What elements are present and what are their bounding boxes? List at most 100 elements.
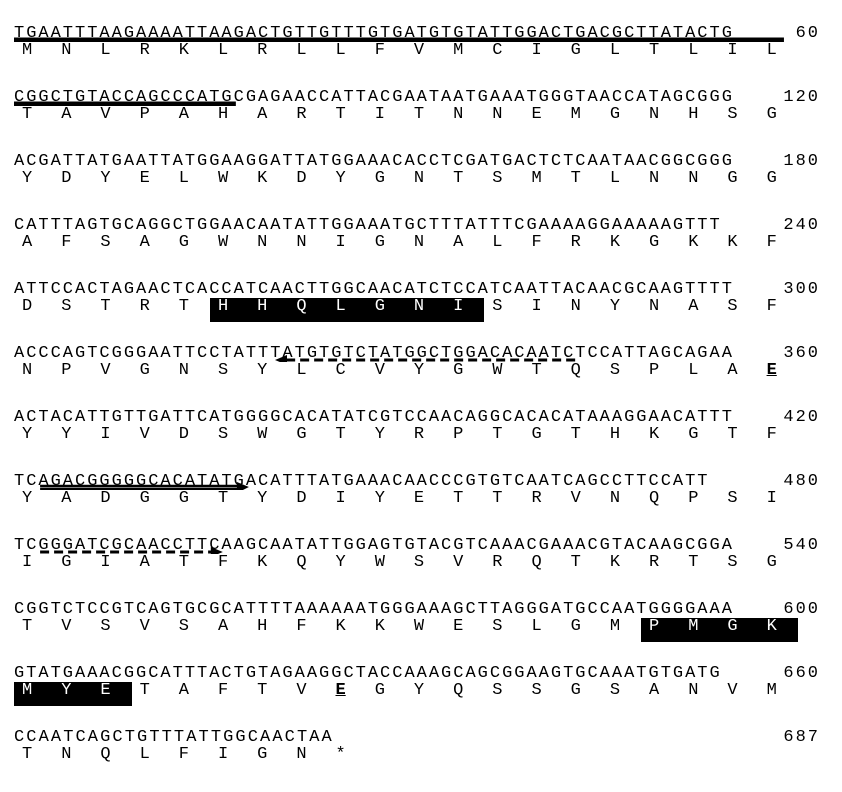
amino-acid: I xyxy=(92,426,131,450)
amino-acid: G xyxy=(367,298,406,322)
amino-acid: R xyxy=(132,42,171,66)
amino-acid: F xyxy=(759,234,798,258)
amino-acid: V xyxy=(367,362,406,386)
amino-acid: R xyxy=(484,554,523,578)
amino-acid: I xyxy=(759,490,798,514)
amino-acid: C xyxy=(484,42,523,66)
amino-acid: D xyxy=(53,170,92,194)
amino-acid: T xyxy=(14,746,53,770)
amino-acid: N xyxy=(406,298,445,322)
amino-acid: S xyxy=(602,682,641,706)
nucleotide-sequence: CATTTAGTGCAGGCTGGAACAATATTGGAAATGCTTTATT… xyxy=(14,217,722,234)
amino-acid: Q xyxy=(641,490,680,514)
amino-acid: K xyxy=(171,42,210,66)
amino-acid: G xyxy=(680,426,719,450)
amino-acid: N xyxy=(641,106,680,130)
amino-acid: S xyxy=(719,554,758,578)
amino-acid: E xyxy=(759,362,798,386)
amino-acid: E xyxy=(92,682,131,706)
amino-acid: Y xyxy=(367,490,406,514)
amino-acid: M xyxy=(14,42,53,66)
amino-acid-line: YADGGTYDIYETTRVNQPSI xyxy=(14,490,828,514)
amino-acid: Y xyxy=(92,170,131,194)
amino-acid: G xyxy=(288,426,327,450)
nucleotide-line: TCGGGATCGCAACCTTCAAGCAATATTGGAGTGTACGTCA… xyxy=(14,524,828,554)
amino-acid: Q xyxy=(445,682,484,706)
nucleotide-sequence: GTATGAAACGGCATTTACTGTAGAAGGCTACCAAAGCAGC… xyxy=(14,665,722,682)
amino-acid: E xyxy=(328,682,367,706)
amino-acid: T xyxy=(563,426,602,450)
amino-acid: T xyxy=(406,106,445,130)
amino-acid: Q xyxy=(563,362,602,386)
amino-acid: K xyxy=(602,554,641,578)
amino-acid: G xyxy=(132,362,171,386)
amino-acid: T xyxy=(484,490,523,514)
amino-acid: G xyxy=(563,618,602,642)
amino-acid: K xyxy=(249,170,288,194)
amino-acid: F xyxy=(53,234,92,258)
amino-acid: T xyxy=(563,170,602,194)
amino-acid: Q xyxy=(288,554,327,578)
amino-acid: I xyxy=(367,106,406,130)
amino-acid: G xyxy=(719,618,758,642)
amino-acid: F xyxy=(523,234,562,258)
amino-acid: Q xyxy=(288,298,327,322)
amino-acid: R xyxy=(406,426,445,450)
amino-acid: H xyxy=(249,298,288,322)
nucleotide-sequence: ACGATTATGAATTATGGAAGGATTATGGAAACACCTCGAT… xyxy=(14,153,734,170)
amino-acid: K xyxy=(641,426,680,450)
amino-acid: N xyxy=(171,362,210,386)
amino-acid: T xyxy=(210,490,249,514)
amino-acid: H xyxy=(680,106,719,130)
amino-acid: M xyxy=(602,618,641,642)
amino-acid: K xyxy=(759,618,798,642)
amino-acid: L xyxy=(759,42,798,66)
amino-acid: A xyxy=(132,554,171,578)
amino-acid: L xyxy=(680,42,719,66)
amino-acid: V xyxy=(563,490,602,514)
amino-acid: K xyxy=(602,234,641,258)
amino-acid: T xyxy=(641,42,680,66)
amino-acid: N xyxy=(288,234,327,258)
amino-acid: I xyxy=(92,554,131,578)
amino-acid: W xyxy=(484,362,523,386)
amino-acid: G xyxy=(759,170,798,194)
amino-acid: D xyxy=(14,298,53,322)
amino-acid: Y xyxy=(602,298,641,322)
amino-acid: E xyxy=(523,106,562,130)
amino-acid-line: DSTRTHHQLGNISINYNASF xyxy=(14,298,828,322)
amino-acid: T xyxy=(680,554,719,578)
amino-acid: D xyxy=(288,490,327,514)
amino-acid: W xyxy=(367,554,406,578)
amino-acid: Y xyxy=(328,170,367,194)
amino-acid: T xyxy=(719,426,758,450)
amino-acid: F xyxy=(367,42,406,66)
amino-acid: E xyxy=(132,170,171,194)
amino-acid: Y xyxy=(249,490,288,514)
amino-acid: W xyxy=(249,426,288,450)
amino-acid-line: TVSVSAHFKKWESLGMPMGK xyxy=(14,618,828,642)
amino-acid: F xyxy=(288,618,327,642)
amino-acid: T xyxy=(523,362,562,386)
amino-acid: I xyxy=(719,42,758,66)
amino-acid: V xyxy=(132,426,171,450)
amino-acid: S xyxy=(92,234,131,258)
amino-acid-line: YDYELWKDYGNTSMTLNNGG xyxy=(14,170,828,194)
amino-acid: V xyxy=(92,362,131,386)
amino-acid: M xyxy=(14,682,53,706)
nucleotide-sequence: ATTCCACTAGAACTCACCATCAACTTGGCAACATCTCCAT… xyxy=(14,281,734,298)
amino-acid: G xyxy=(367,170,406,194)
amino-acid: N xyxy=(680,170,719,194)
amino-acid: N xyxy=(602,490,641,514)
amino-acid: T xyxy=(563,554,602,578)
amino-acid: Y xyxy=(53,426,92,450)
amino-acid: S xyxy=(53,298,92,322)
amino-acid: S xyxy=(171,618,210,642)
amino-acid: S xyxy=(719,490,758,514)
amino-acid: N xyxy=(563,298,602,322)
amino-acid: T xyxy=(92,298,131,322)
amino-acid: A xyxy=(249,106,288,130)
nucleotide-sequence: CCAATCAGCTGTTTATTGGCAACTAA xyxy=(14,729,334,746)
amino-acid: P xyxy=(641,618,680,642)
amino-acid: N xyxy=(445,106,484,130)
